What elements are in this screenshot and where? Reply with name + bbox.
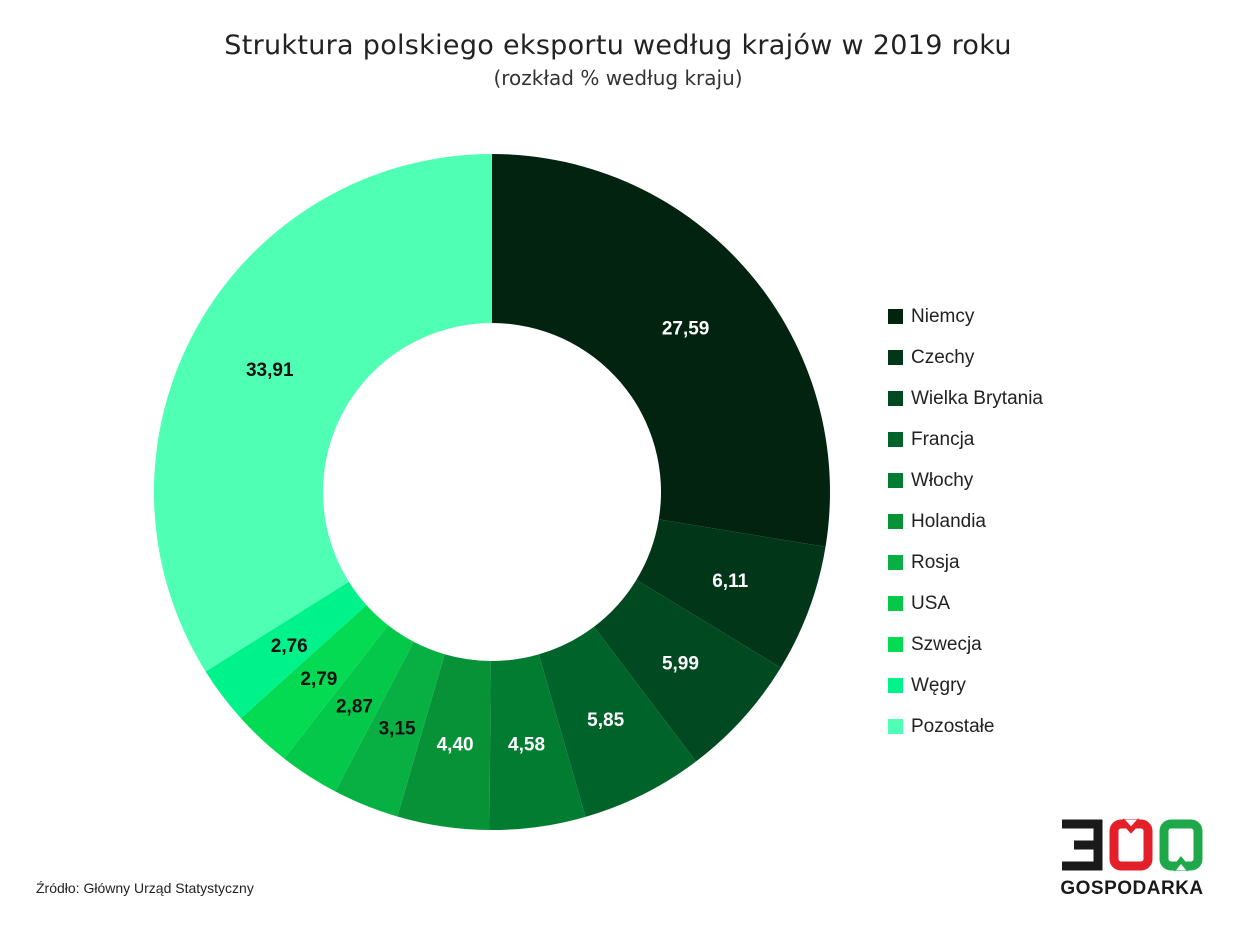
legend-swatch: [888, 637, 903, 652]
slice-niemcy: [492, 154, 830, 547]
legend-label: Holandia: [911, 510, 986, 532]
slice-label-wielka-brytania: 5,99: [662, 653, 699, 674]
logo-digit-3: [1062, 819, 1103, 871]
slice-label-niemcy: 27,59: [662, 319, 710, 340]
slice-label-czechy: 6,11: [712, 571, 748, 592]
legend-item: Węgry: [888, 665, 1043, 706]
legend-item: Rosja: [888, 542, 1043, 583]
legend-label: Czechy: [911, 346, 975, 368]
slice-włochy: [489, 654, 586, 830]
slice-szwecja: [240, 605, 389, 759]
legend-item: USA: [888, 583, 1043, 624]
chart-title: Struktura polskiego eksportu według kraj…: [224, 30, 1012, 61]
slice-label-holandia: 4,40: [437, 734, 474, 755]
legend-label: Rosja: [911, 551, 960, 573]
legend-item: Niemcy: [888, 296, 1043, 337]
legend-item: Francja: [888, 419, 1043, 460]
slice-label-francja: 5,85: [587, 710, 624, 731]
legend-label: Węgry: [911, 674, 966, 696]
legend-item: Holandia: [888, 501, 1043, 542]
legend-item: Włochy: [888, 460, 1043, 501]
slice-holandia: [397, 654, 491, 830]
legend-item: Szwecja: [888, 624, 1043, 665]
legend-swatch: [888, 678, 903, 693]
slice-label-rosja: 3,15: [379, 719, 416, 740]
legend-swatch: [888, 719, 903, 734]
logo-300-mark: [1062, 818, 1203, 872]
legend-swatch: [888, 596, 903, 611]
legend-swatch: [888, 432, 903, 447]
legend-swatch: [888, 514, 903, 529]
legend-label: Niemcy: [911, 305, 975, 327]
slice-czechy: [636, 519, 826, 668]
chart-subtitle: (rozkład % według kraju): [493, 66, 743, 90]
legend-label: USA: [911, 592, 951, 614]
slice-label-włochy: 4,58: [508, 735, 545, 756]
slice-labels: 27,59 6,11 5,99 5,85 4,58 4,40 3,15 2,87 2,79 2,7…: [246, 319, 749, 756]
slice-wielka-brytania: [593, 579, 781, 762]
legend-swatch: [888, 309, 903, 324]
logo: GOSPODARKA: [1058, 816, 1208, 900]
slice-label-szwecja: 2,79: [300, 669, 337, 690]
legend-label: Pozostałe: [911, 715, 995, 737]
source-note: Źródło: Główny Urząd Statystyczny: [36, 880, 254, 896]
slice-pozostałe: [153, 154, 492, 672]
legend-label: Wielka Brytania: [911, 387, 1043, 409]
slice-label-pozostałe: 33,91: [246, 360, 294, 381]
donut-slices: [153, 154, 830, 830]
legend-item: Czechy: [888, 337, 1043, 378]
logo-caption: GOSPODARKA: [1060, 878, 1204, 899]
slice-label-węgry: 2,76: [271, 636, 308, 657]
slice-francja: [538, 626, 696, 817]
legend-swatch: [888, 350, 903, 365]
legend-label: Włochy: [911, 469, 974, 491]
legend-label: Francja: [911, 428, 975, 450]
slice-label-usa: 2,87: [336, 697, 373, 718]
slice-usa: [284, 625, 414, 792]
legend-swatch: [888, 391, 903, 406]
slice-rosja: [335, 641, 445, 817]
legend-swatch: [888, 473, 903, 488]
legend-item: Wielka Brytania: [888, 378, 1043, 419]
legend: Niemcy Czechy Wielka Brytania Francja Włochy…: [888, 296, 1043, 747]
legend-label: Szwecja: [911, 633, 982, 655]
legend-item: Pozostałe: [888, 706, 1043, 747]
legend-swatch: [888, 555, 903, 570]
slice-węgry: [205, 581, 367, 719]
